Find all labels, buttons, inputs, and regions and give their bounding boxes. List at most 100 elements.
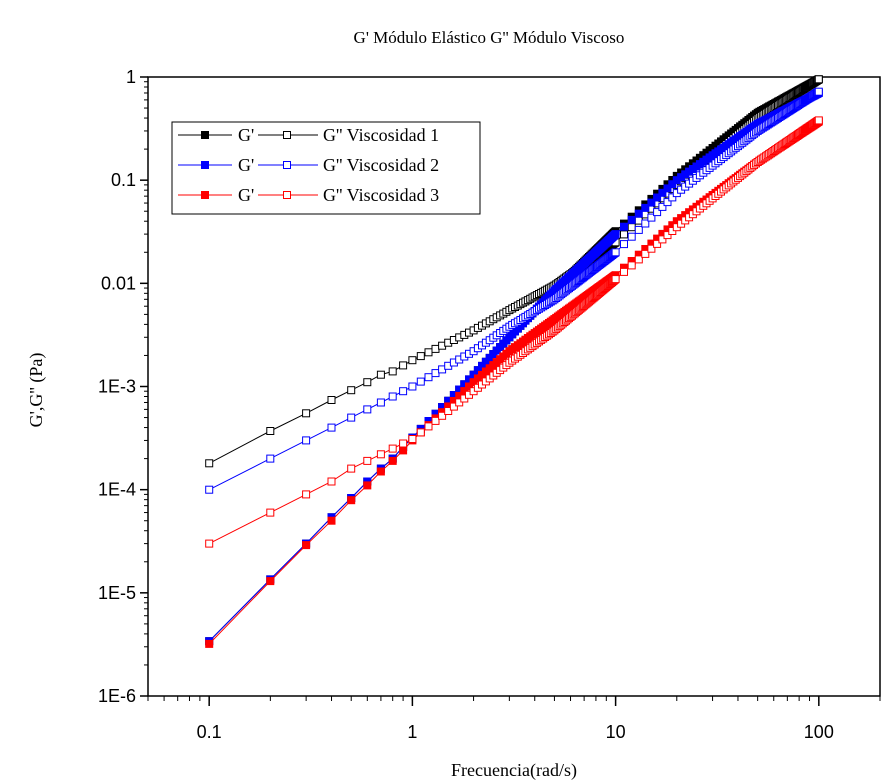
y-axis: 1E-6 1E-5 1E-4 1E-3 0.01 0.1 1 [98,67,148,706]
data-point [408,382,417,391]
data-point [388,444,397,453]
data-point [620,240,628,249]
data-point [663,231,672,240]
data-point [641,249,650,258]
data-point [473,366,482,375]
series-6 [205,116,823,548]
data-point [302,541,311,550]
legend-marker-open [283,161,291,169]
legend-label-gprime: G' [238,185,254,205]
data-point [266,427,275,435]
data-point [376,467,385,476]
data-point [627,223,636,232]
legend-label-gprime: G' [238,155,254,175]
data-point [205,639,214,648]
legend-box [171,121,481,215]
data-point [388,367,397,376]
legend-marker-open [283,131,291,139]
data-point [634,209,643,218]
data-point [653,239,662,248]
data-point [431,344,440,353]
y-tick-label: 1E-4 [98,480,136,500]
y-axis-label: G',G'' (Pa) [26,353,47,428]
data-point [627,215,636,224]
x-tick-label: 0.1 [197,722,222,742]
data-point [363,481,372,490]
data-point [658,202,667,211]
data-point [347,386,356,395]
data-point [620,222,628,231]
y-tick-label: 0.1 [111,170,136,190]
data-point [376,450,385,459]
x-axis-label: Frecuencia(rad/s) [451,760,577,781]
data-point [438,411,447,420]
data-point [302,436,311,445]
data-point [611,248,620,257]
data-point [814,116,823,125]
legend-label-gprime: G' [238,125,254,145]
data-point [634,225,643,234]
data-point [388,456,397,465]
data-point [408,356,417,365]
y-tick-label: 0.01 [101,273,136,293]
y-tick-label: 1E-5 [98,583,136,603]
data-point [627,232,636,241]
data-point [641,203,650,212]
data-point [611,230,620,239]
legend-entry-3: G' G'' Viscosidad 3 [178,185,439,205]
data-point [416,428,425,437]
data-point [647,244,656,253]
legend-entry-2: G' G'' Viscosidad 2 [178,155,439,175]
data-point [399,446,408,455]
data-point [653,193,662,202]
data-point [663,184,672,193]
legend-label-gdoubleprime: G'' Viscosidad 1 [323,125,439,145]
data-point [363,405,372,414]
data-point [663,198,672,207]
data-point [416,352,425,361]
data-point [327,396,336,404]
data-point [327,477,336,486]
legend-marker-filled [201,191,209,199]
data-point [814,75,823,84]
x-tick-label: 100 [804,722,834,742]
data-point [302,490,311,499]
data-point [647,213,656,222]
data-point [424,422,433,431]
y-tick-label: 1E-6 [98,686,136,706]
data-point [416,377,425,386]
legend: G' G'' Viscosidad 1G' G'' Viscosidad 2G' G'… [171,121,481,215]
data-point [399,361,408,370]
data-point [449,402,458,411]
data-point [205,539,214,548]
data-point [347,413,356,422]
x-tick-label: 1 [407,722,417,742]
data-point [620,230,628,239]
legend-marker-open [283,191,291,199]
data-point [431,369,440,378]
legend-label-gdoubleprime: G'' Viscosidad 2 [323,155,439,175]
series-layer [205,75,823,648]
data-point [465,382,473,391]
data-point [399,387,408,396]
data-point [347,464,356,473]
data-point [399,439,408,448]
data-point [431,416,440,425]
data-point [205,459,214,468]
data-point [347,496,356,505]
data-point [376,370,385,379]
data-point [444,407,453,415]
data-point [424,348,433,357]
x-tick-label: 10 [606,722,626,742]
legend-entry-1: G' G'' Viscosidad 1 [178,125,439,145]
data-point [634,216,643,225]
legend-marker-filled [201,131,209,139]
data-point [266,508,275,517]
data-point [424,373,433,382]
chart-title: G' Módulo Elástico G'' Módulo Viscoso [354,28,625,47]
data-point [668,193,677,202]
data-point [641,219,650,228]
data-point [658,188,667,197]
y-tick-label: 1 [126,67,136,87]
